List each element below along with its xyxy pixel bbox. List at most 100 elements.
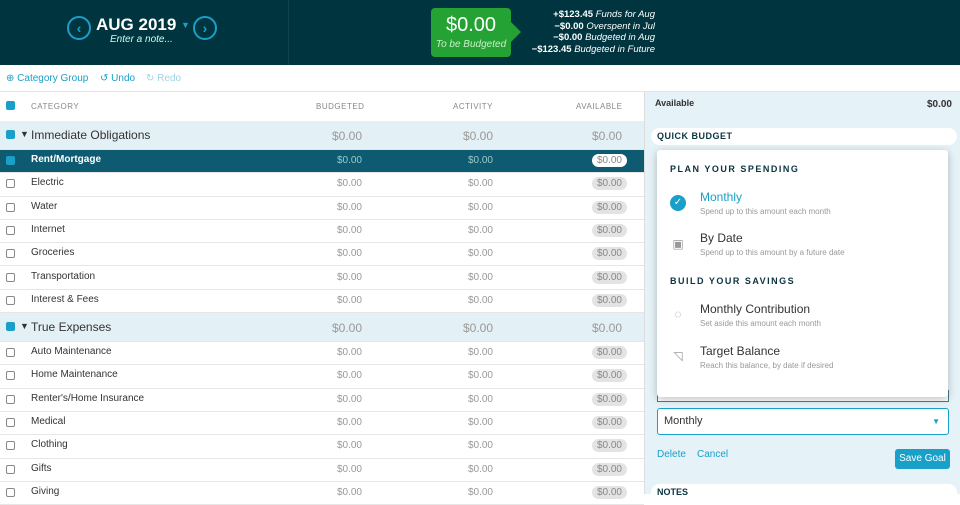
row-checkbox[interactable] — [6, 295, 15, 305]
activity-cell[interactable]: $0.00 — [467, 155, 493, 166]
category-name[interactable]: Gifts — [31, 462, 52, 474]
activity-cell[interactable]: $0.00 — [467, 393, 493, 405]
collapse-triangle-icon[interactable]: ▼ — [20, 129, 29, 139]
add-category-group-button[interactable]: ⊕ Category Group — [6, 73, 88, 84]
available-pill[interactable]: $0.00 — [591, 177, 627, 191]
row-checkbox[interactable] — [6, 249, 15, 259]
available-pill[interactable]: $0.00 — [591, 485, 627, 499]
category-row[interactable]: Electric $0.00 $0.00 $0.00 — [0, 173, 644, 197]
category-name[interactable]: Internet — [31, 223, 65, 235]
option-monthly-contribution[interactable]: Monthly Contribution — [700, 302, 811, 316]
available-pill[interactable]: $0.00 — [591, 200, 627, 214]
category-name[interactable]: Renter's/Home Insurance — [31, 392, 145, 404]
budgeted-cell[interactable]: $0.00 — [336, 370, 362, 382]
row-checkbox[interactable] — [6, 348, 15, 358]
category-name[interactable]: Groceries — [31, 247, 75, 259]
category-group-row[interactable]: ▼ True Expenses $0.00 $0.00 $0.00 — [0, 313, 644, 343]
budgeted-cell[interactable]: $0.00 — [336, 248, 362, 260]
row-checkbox[interactable] — [6, 225, 15, 235]
activity-cell[interactable]: $0.00 — [462, 129, 493, 143]
month-note[interactable]: Enter a note... — [110, 34, 173, 45]
budgeted-cell[interactable]: $0.00 — [336, 486, 362, 498]
cancel-goal-link[interactable]: Cancel — [697, 449, 729, 460]
activity-cell[interactable]: $0.00 — [467, 370, 493, 382]
category-name[interactable]: Giving — [31, 485, 60, 497]
category-row[interactable]: Home Maintenance $0.00 $0.00 $0.00 — [0, 365, 644, 389]
category-name[interactable]: Immediate Obligations — [31, 128, 151, 142]
budgeted-cell[interactable]: $0.00 — [331, 321, 362, 336]
activity-cell[interactable]: $0.00 — [467, 440, 493, 452]
activity-cell[interactable]: $0.00 — [467, 417, 493, 428]
budgeted-cell[interactable]: $0.00 — [336, 224, 362, 236]
save-goal-button[interactable]: Save Goal — [895, 449, 950, 469]
prev-month-button[interactable]: ‹ — [67, 16, 91, 40]
category-row[interactable]: Giving $0.00 $0.00 $0.00 — [0, 482, 644, 505]
category-name[interactable]: Clothing — [31, 439, 68, 451]
budgeted-cell[interactable]: $0.00 — [336, 294, 362, 306]
activity-cell[interactable]: $0.00 — [467, 224, 493, 236]
row-checkbox[interactable] — [6, 179, 15, 189]
row-checkbox[interactable] — [6, 130, 15, 139]
row-checkbox[interactable] — [6, 272, 15, 282]
available-pill[interactable]: $0.00 — [591, 416, 627, 429]
activity-cell[interactable]: $0.00 — [467, 486, 493, 498]
available-pill[interactable]: $0.00 — [591, 293, 627, 307]
available-pill[interactable]: $0.00 — [591, 223, 627, 237]
category-name[interactable]: Water — [31, 200, 58, 212]
category-row[interactable]: Internet $0.00 $0.00 $0.00 — [0, 220, 644, 244]
activity-cell[interactable]: $0.00 — [467, 463, 493, 475]
category-row[interactable]: Renter's/Home Insurance $0.00 $0.00 $0.00 — [0, 389, 644, 412]
budgeted-cell[interactable]: $0.00 — [336, 440, 362, 452]
budgeted-cell[interactable]: $0.00 — [336, 271, 362, 283]
category-row[interactable]: Groceries $0.00 $0.00 $0.00 — [0, 243, 644, 267]
row-checkbox[interactable] — [6, 464, 15, 474]
budgeted-cell[interactable]: $0.00 — [331, 129, 362, 143]
budgeted-cell[interactable]: $0.00 — [336, 201, 362, 213]
category-row[interactable]: Rent/Mortgage $0.00 $0.00 $0.00 — [0, 150, 644, 174]
undo-button[interactable]: ↺ Undo — [100, 73, 135, 84]
row-checkbox[interactable] — [6, 394, 15, 404]
available-pill[interactable]: $0.00 — [591, 439, 627, 453]
available-pill[interactable]: $0.00 — [591, 346, 627, 360]
activity-cell[interactable]: $0.00 — [467, 178, 493, 190]
chevron-down-icon[interactable]: ▼ — [181, 20, 190, 30]
category-name[interactable]: Home Maintenance — [31, 369, 118, 381]
activity-cell[interactable]: $0.00 — [462, 321, 493, 336]
category-row[interactable]: Auto Maintenance $0.00 $0.00 $0.00 — [0, 342, 644, 366]
row-checkbox[interactable] — [6, 322, 15, 332]
category-row[interactable]: Transportation $0.00 $0.00 $0.00 — [0, 267, 644, 290]
budgeted-cell[interactable]: $0.00 — [336, 417, 362, 428]
available-pill[interactable]: $0.00 — [591, 462, 627, 476]
category-row[interactable]: Medical $0.00 $0.00 $0.00 — [0, 412, 644, 436]
activity-cell[interactable]: $0.00 — [467, 271, 493, 283]
collapse-triangle-icon[interactable]: ▼ — [20, 321, 29, 332]
activity-cell[interactable]: $0.00 — [467, 294, 493, 306]
available-pill[interactable]: $0.00 — [591, 247, 627, 261]
available-pill[interactable]: $0.00 — [591, 270, 627, 284]
category-name[interactable]: Auto Maintenance — [31, 346, 112, 358]
month-selector[interactable]: AUG 2019 — [96, 15, 177, 34]
delete-goal-link[interactable]: Delete — [657, 449, 686, 460]
budgeted-cell[interactable]: $0.00 — [336, 393, 362, 405]
notes-header[interactable]: NOTES — [651, 484, 957, 501]
budgeted-cell[interactable]: $0.00 — [336, 178, 362, 190]
activity-cell[interactable]: $0.00 — [467, 201, 493, 213]
category-name[interactable]: Rent/Mortgage — [31, 154, 101, 165]
row-checkbox[interactable] — [6, 487, 15, 497]
redo-button[interactable]: ↻ Redo — [146, 73, 181, 84]
row-checkbox[interactable] — [6, 441, 15, 451]
category-name[interactable]: Transportation — [31, 270, 96, 282]
category-name[interactable]: True Expenses — [31, 320, 112, 335]
category-group-row[interactable]: ▼ Immediate Obligations $0.00 $0.00 $0.00 — [0, 121, 644, 150]
row-checkbox[interactable] — [6, 418, 15, 427]
goal-type-select[interactable]: Monthly ▼ — [657, 408, 949, 435]
available-pill[interactable]: $0.00 — [591, 392, 627, 406]
row-checkbox[interactable] — [6, 156, 15, 165]
activity-cell[interactable]: $0.00 — [467, 347, 493, 359]
available-pill[interactable]: $0.00 — [591, 154, 627, 167]
budgeted-cell[interactable]: $0.00 — [336, 347, 362, 359]
option-monthly[interactable]: Monthly — [700, 190, 743, 204]
option-target-balance[interactable]: Target Balance — [700, 344, 781, 358]
available-pill[interactable]: $0.00 — [591, 369, 627, 383]
category-name[interactable]: Medical — [31, 416, 66, 427]
